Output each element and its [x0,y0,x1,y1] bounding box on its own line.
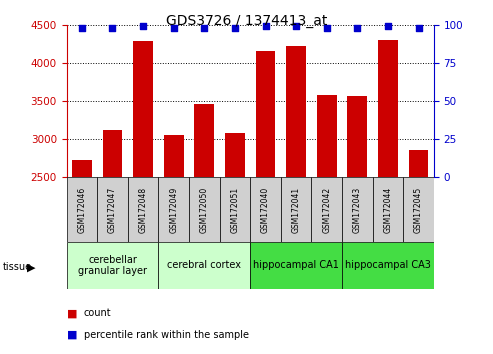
Bar [409,150,428,354]
Bar [189,177,219,242]
Bar [67,242,158,289]
Point [139,23,147,29]
Point [108,25,116,31]
Point [323,25,331,31]
Text: cerebral cortex: cerebral cortex [167,261,241,270]
Text: GSM172042: GSM172042 [322,187,331,233]
Text: GSM172051: GSM172051 [230,187,240,233]
Bar [158,242,250,289]
Text: GSM172046: GSM172046 [77,187,86,233]
Bar [72,160,92,354]
Bar [373,177,403,242]
Text: GSM172047: GSM172047 [108,187,117,233]
Point [292,23,300,29]
Point [415,25,423,31]
Text: GDS3726 / 1374413_at: GDS3726 / 1374413_at [166,14,327,28]
Bar [194,104,214,354]
Text: GSM172044: GSM172044 [384,187,392,233]
Bar [342,177,373,242]
Text: GSM172049: GSM172049 [169,187,178,233]
Text: GSM172048: GSM172048 [139,187,147,233]
Point [353,25,361,31]
Point [231,25,239,31]
Bar [281,177,312,242]
Bar [225,133,245,354]
Text: ■: ■ [67,308,77,318]
Point [170,25,177,31]
Bar [128,177,158,242]
Bar [250,177,281,242]
Bar [286,46,306,354]
Bar [342,242,434,289]
Bar [158,177,189,242]
Text: hippocampal CA1: hippocampal CA1 [253,261,339,270]
Text: ▶: ▶ [27,262,35,272]
Point [384,23,392,29]
Text: GSM172043: GSM172043 [353,187,362,233]
Bar [219,177,250,242]
Bar [103,130,122,354]
Text: GSM172045: GSM172045 [414,187,423,233]
Text: GSM172050: GSM172050 [200,187,209,233]
Text: cerebellar
granular layer: cerebellar granular layer [78,255,147,276]
Bar [403,177,434,242]
Text: GSM172041: GSM172041 [291,187,301,233]
Text: GSM172040: GSM172040 [261,187,270,233]
Text: ■: ■ [67,330,77,339]
Bar [378,40,398,354]
Bar [97,177,128,242]
Text: count: count [84,308,111,318]
Bar [133,41,153,354]
Text: tissue: tissue [2,262,32,272]
Bar [250,242,342,289]
Bar [164,135,183,354]
Bar [317,95,337,354]
Bar [348,96,367,354]
Text: hippocampal CA3: hippocampal CA3 [345,261,431,270]
Point [262,23,270,29]
Bar [67,177,97,242]
Bar [255,51,276,354]
Point [78,25,86,31]
Bar [312,177,342,242]
Point [200,25,208,31]
Text: percentile rank within the sample: percentile rank within the sample [84,330,249,339]
